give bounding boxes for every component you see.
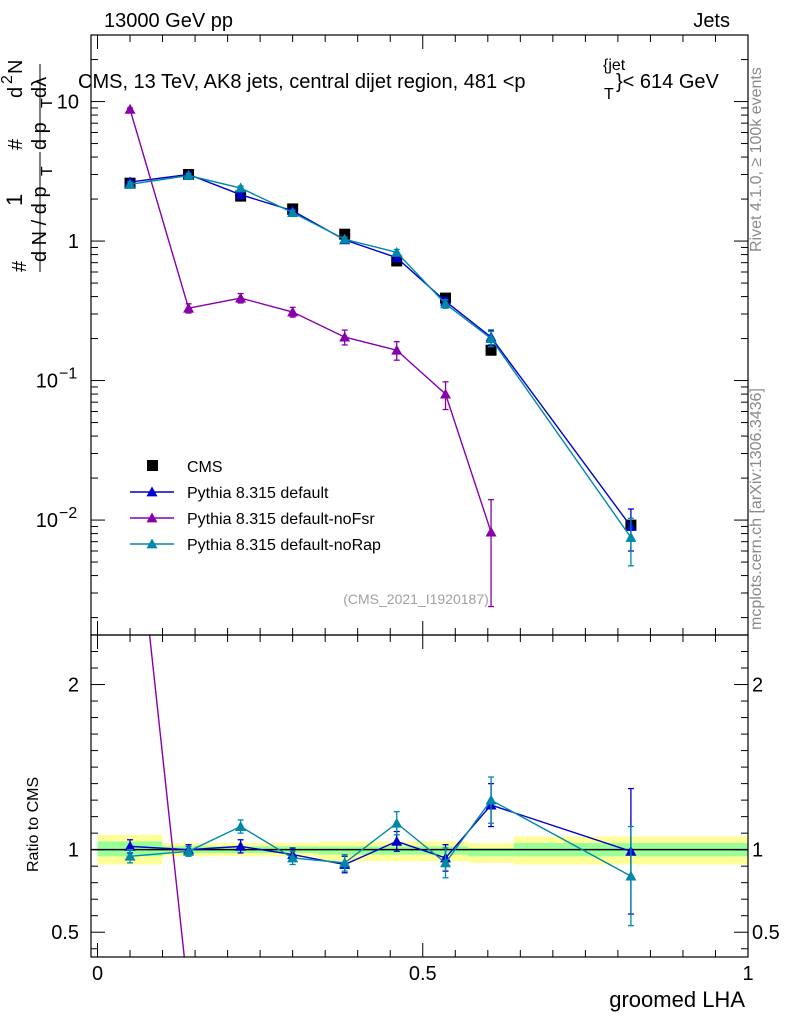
ylabel-den2-sub: T xyxy=(39,98,56,108)
ylabel-num-d: d xyxy=(5,87,27,98)
ratio-ylabel: Ratio to CMS xyxy=(25,777,42,872)
legend-label-0: CMS xyxy=(187,459,223,476)
ylabel-num-n: N xyxy=(5,60,27,74)
point-3-5 xyxy=(391,246,403,257)
ratio-point-2-4 xyxy=(339,857,351,868)
main-ytick-label-0: 10 xyxy=(57,92,79,114)
title-end: }< 614 GeV xyxy=(616,71,720,93)
ratio-ytick-label-0: 0.5 xyxy=(51,922,79,944)
point-1-2 xyxy=(235,189,247,200)
main-ylabel: # 1 d N / d p T # d 2 N d p T dλ xyxy=(0,60,56,272)
main-ytick-exp-3: −2 xyxy=(59,505,77,522)
point-2-4 xyxy=(339,331,351,342)
legend-label-3: Pythia 8.315 default-noRap xyxy=(187,537,381,554)
legend-label-1: Pythia 8.315 default xyxy=(187,485,329,502)
main-ytick-label-1: 1 xyxy=(68,231,79,253)
ratio-point-2-0 xyxy=(124,850,136,861)
ylabel-den-sub: T xyxy=(39,166,56,176)
legend-marker-3 xyxy=(146,538,158,549)
xlabel: groomed LHA xyxy=(609,987,745,1012)
header-left: 13000 GeV pp xyxy=(104,10,233,32)
point-3-8 xyxy=(625,531,637,542)
header-right: Jets xyxy=(693,10,730,32)
point-2-5 xyxy=(391,344,403,355)
legend: CMS Pythia 8.315 default Pythia 8.315 defa… xyxy=(130,459,381,554)
ratio-point-0-5 xyxy=(391,835,403,846)
analysis-watermark: (CMS_2021_I1920187) xyxy=(343,591,489,607)
ratio-plot xyxy=(124,635,637,957)
ratio-point-2-2 xyxy=(235,821,247,831)
point-2-2 xyxy=(235,292,247,303)
ylabel-one: 1 xyxy=(2,194,27,206)
main-ytick-label-3: 10 xyxy=(36,510,58,532)
point-2-6 xyxy=(440,388,452,399)
ratio-point-2-7 xyxy=(485,794,497,805)
point-1-5 xyxy=(391,252,403,263)
ratio-point-2-6 xyxy=(440,857,452,868)
ylabel-hash: # xyxy=(9,260,31,272)
ratio-ytick-label-right-0: 0.5 xyxy=(752,922,780,944)
ratio-xtick-label-0: 0 xyxy=(92,963,103,985)
rivet-label: Rivet 4.1.0, ≥ 100k events xyxy=(748,67,765,252)
point-2-3 xyxy=(287,306,299,317)
legend-marker-2 xyxy=(146,512,158,523)
point-3-6 xyxy=(440,298,452,309)
point-3-3 xyxy=(287,207,299,217)
ratio-point-2-1 xyxy=(183,845,195,856)
mcplots-label: mcplots.cern.ch [arXiv:1306.3436] xyxy=(748,388,765,630)
point-3-2 xyxy=(235,182,247,193)
ylabel-num-sup: 2 xyxy=(0,75,16,84)
ratio-point-0-0 xyxy=(124,840,136,851)
point-3-7 xyxy=(485,333,497,343)
ratio-ytick-label-right-2: 2 xyxy=(752,675,763,697)
ratio-frame xyxy=(90,634,749,958)
band-green-3 xyxy=(468,848,514,857)
main-ytick-exp-2: −1 xyxy=(59,366,77,383)
band-green-2 xyxy=(318,846,469,855)
ratio-point-2-8 xyxy=(625,870,637,881)
main-ytick-label-2: 10 xyxy=(36,371,58,393)
ratio-ytick-label-1: 1 xyxy=(68,840,79,862)
point-2-1 xyxy=(183,302,195,313)
point-3-1 xyxy=(183,170,195,180)
ratio-point-2-5 xyxy=(391,817,403,828)
point-2-7 xyxy=(485,526,497,537)
point-2-0 xyxy=(124,103,136,114)
legend-marker-0 xyxy=(147,460,158,471)
legend-marker-1 xyxy=(146,486,158,497)
title-sub: T xyxy=(604,86,614,103)
ratio-xtick-label-1: 0.5 xyxy=(409,963,437,985)
main-plot xyxy=(124,103,637,608)
point-0-7 xyxy=(485,344,497,356)
chart-title: CMS, 13 TeV, AK8 jets, central dijet reg… xyxy=(78,57,720,103)
ylabel-hash2: # xyxy=(5,138,27,150)
legend-label-2: Pythia 8.315 default-noFsr xyxy=(187,511,375,528)
ratio-ytick-label-2: 2 xyxy=(68,675,79,697)
ratio-xtick-label-2: 1 xyxy=(742,963,753,985)
series-line-2 xyxy=(129,109,492,533)
ratio-point-0-2 xyxy=(235,840,247,851)
title-sup: {jet xyxy=(603,57,626,74)
title-main: CMS, 13 TeV, AK8 jets, central dijet reg… xyxy=(78,71,526,93)
point-3-4 xyxy=(339,233,351,244)
series-line-3 xyxy=(129,174,632,538)
point-3-0 xyxy=(124,178,136,189)
ratio-ytick-label-right-1: 1 xyxy=(752,840,763,862)
ratio-point-2-3 xyxy=(287,852,299,863)
